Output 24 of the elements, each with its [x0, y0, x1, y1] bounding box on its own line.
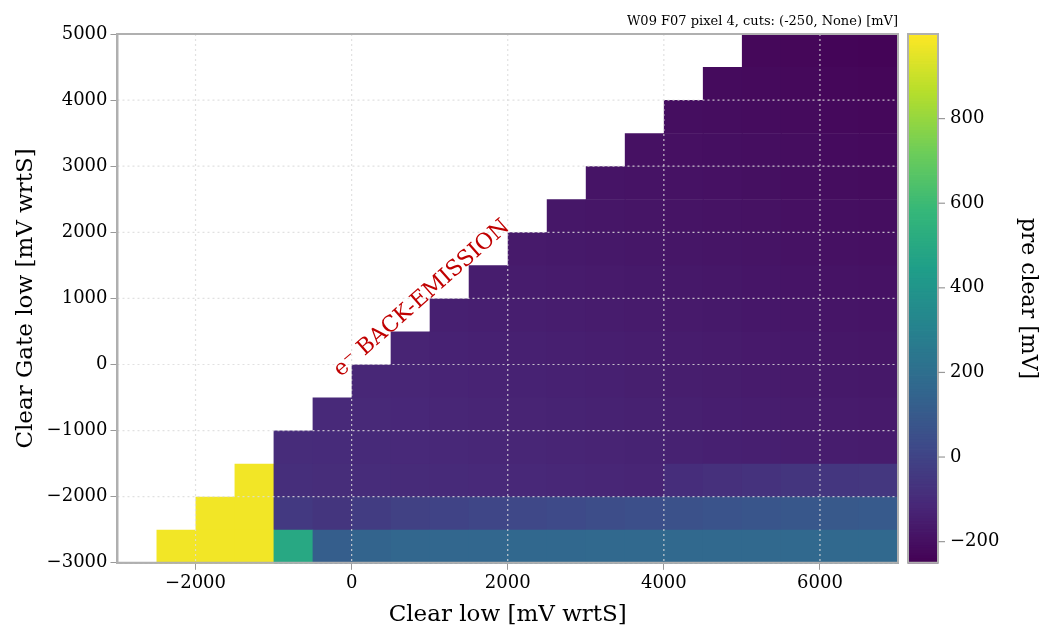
x-tick-label: 6000 — [797, 571, 843, 593]
y-tick-label: 5000 — [61, 21, 108, 43]
x-tick-label: −2000 — [165, 571, 226, 593]
y-tick-label: 3000 — [61, 153, 108, 175]
chart-title: W09 F07 pixel 4, cuts: (-250, None) [mV] — [627, 12, 898, 28]
y-tick-label: 4000 — [61, 87, 108, 109]
x-tick-label: 4000 — [640, 571, 687, 593]
color-bar-label: 600 — [950, 190, 985, 212]
y-tick-label: 2000 — [61, 219, 108, 241]
color-bar-label: 400 — [950, 275, 985, 297]
color-bar-label: −200 — [950, 529, 1000, 551]
color-bar-title: pre clear [mV] — [1017, 217, 1043, 380]
x-tick-label: 0 — [345, 571, 358, 593]
y-tick-label: −2000 — [46, 484, 108, 506]
color-bar-label: 200 — [950, 360, 985, 382]
x-tick-label: 2000 — [484, 571, 531, 593]
y-tick-label: 1000 — [61, 286, 108, 308]
y-tick-label: −3000 — [46, 550, 108, 572]
color-bar-label: 0 — [950, 444, 962, 466]
x-axis-title: Clear low [mV wrtS] — [388, 600, 627, 627]
y-tick-label: 0 — [96, 352, 108, 374]
y-axis-title: Clear Gate low [mV wrtS] — [10, 148, 37, 449]
color-bar-label: 800 — [950, 106, 985, 128]
y-tick-label: −1000 — [46, 418, 108, 440]
